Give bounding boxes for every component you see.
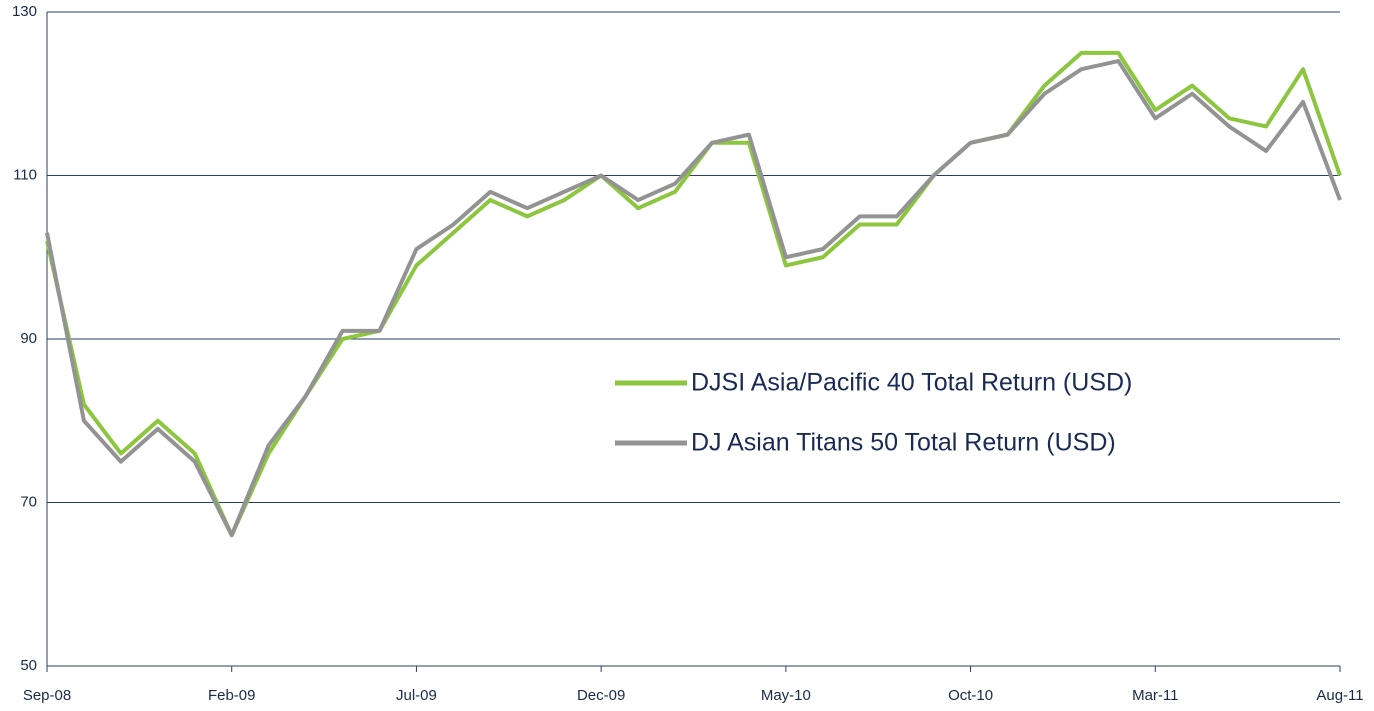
x-tick-label: Aug-11 (1316, 687, 1363, 704)
legend-label: DJ Asian Titans 50 Total Return (USD) (691, 429, 1116, 457)
series-line (45, 50, 1342, 538)
x-tick-label: Dec-09 (577, 687, 625, 704)
legend-label: DJSI Asia/Pacific 40 Total Return (USD) (691, 369, 1132, 397)
x-tick-label: May-10 (761, 687, 811, 704)
y-tick-label: 90 (20, 330, 37, 347)
y-tick-label: 70 (20, 493, 37, 510)
y-tick-label: 110 (13, 166, 37, 183)
y-tick-label: 130 (12, 3, 37, 20)
x-tick-label: Mar-11 (1132, 687, 1178, 704)
x-tick-label: Feb-09 (208, 687, 256, 704)
x-tick-label: Sep-08 (23, 687, 71, 704)
x-tick-label: Oct-10 (948, 687, 993, 704)
x-tick-label: Jul-09 (396, 687, 437, 704)
y-tick-label: 50 (20, 657, 37, 674)
series-line (45, 59, 1342, 538)
